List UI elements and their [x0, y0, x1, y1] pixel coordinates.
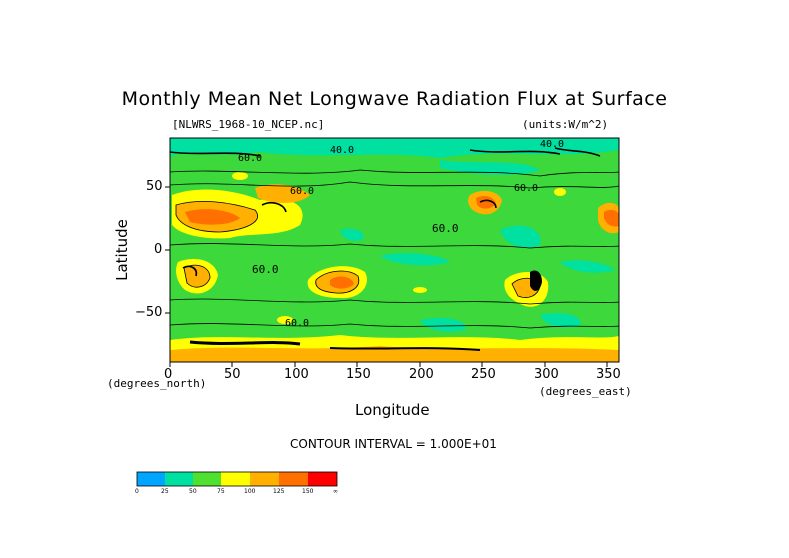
- contour-label: 60.0: [432, 222, 459, 235]
- contour-label: 60.0: [252, 263, 279, 276]
- colorbar: [136, 471, 338, 487]
- y-unit-label: (degrees_north): [107, 377, 207, 390]
- contour-label: 60.0: [290, 186, 315, 197]
- colorbar-tick-label: 125: [273, 488, 285, 495]
- y-tick-label: 0: [154, 242, 163, 257]
- colorbar-tick-label: 150: [302, 488, 314, 495]
- contour-lines: [170, 169, 619, 329]
- x-tick-label: 200: [409, 367, 434, 382]
- y-tick-label: −50: [135, 305, 163, 320]
- map-field: [170, 138, 619, 362]
- file-label: [NLWRS_1968-10_NCEP.nc]: [172, 118, 325, 131]
- x-unit-label: (degrees_east): [539, 385, 632, 398]
- warm-region-africa-core: [185, 209, 240, 225]
- warm-region-australia-core: [330, 276, 354, 289]
- colorbar-tick-label: 50: [189, 488, 197, 495]
- colorbar-swatch: [165, 472, 193, 486]
- warm-region-north-america-core: [476, 196, 496, 209]
- cyan-patch: [440, 160, 540, 175]
- contour-clusters: [170, 147, 601, 277]
- cyan-patch: [500, 225, 541, 248]
- cyan-patch: [560, 260, 615, 273]
- warm-region-asia: [255, 184, 310, 203]
- colorbar-swatch: [308, 472, 337, 486]
- yellow-patch: [554, 188, 566, 196]
- units-label: (units:W/m^2): [522, 118, 609, 131]
- x-tick-label: 350: [596, 367, 621, 382]
- contour-label: 60.0: [238, 153, 263, 164]
- contour-interval-label: CONTOUR INTERVAL = 1.000E+01: [290, 437, 497, 451]
- colorbar-swatch: [250, 472, 279, 486]
- contour-label: 40.0: [540, 139, 565, 150]
- x-axis-title: Longitude: [355, 401, 430, 419]
- colorbar-tick-label: 75: [217, 488, 225, 495]
- colorbar-swatch: [221, 472, 250, 486]
- yellow-patch: [232, 172, 248, 180]
- axis-ticks: [165, 186, 608, 367]
- map-title: Monthly Mean Net Longwave Radiation Flux…: [121, 88, 668, 110]
- x-tick-label: 100: [284, 367, 309, 382]
- yellow-patch: [277, 316, 293, 324]
- antarctic-contour: [189, 340, 301, 346]
- x-tick-label: 150: [346, 367, 371, 382]
- x-tick-label: 300: [534, 367, 559, 382]
- cyan-patch: [540, 313, 581, 328]
- warm-region-edge-core: [604, 209, 619, 227]
- x-tick-label: 50: [224, 367, 241, 382]
- contour-label: 60.0: [285, 318, 310, 329]
- arctic-band: [170, 138, 619, 158]
- x-tick-label: 250: [471, 367, 496, 382]
- colorbar-tick-label: 100: [244, 488, 256, 495]
- y-axis-title: Latitude: [113, 219, 131, 281]
- colorbar-frame: [136, 471, 338, 487]
- y-tick-label: 50: [146, 179, 163, 194]
- cyan-patch: [380, 253, 450, 266]
- contour-label: 60.0: [514, 183, 539, 194]
- cyan-patch: [420, 318, 466, 332]
- antarctic-inner-band: [170, 346, 619, 362]
- colorbar-swatch: [193, 472, 221, 486]
- colorbar-tick-label: 0: [135, 488, 139, 495]
- colorbar-swatch: [279, 472, 308, 486]
- colorbar-tick-label: 25: [161, 488, 169, 495]
- warm-region-south-africa-inner: [184, 265, 210, 288]
- contour-label: 40.0: [330, 145, 355, 156]
- yellow-patch: [413, 287, 427, 293]
- x-tick-label: 0: [164, 367, 173, 382]
- colorbar-tick-label: ∞: [333, 488, 338, 495]
- colorbar-swatch: [137, 472, 165, 486]
- antarctic-contour: [329, 347, 481, 351]
- cyan-patch: [340, 228, 364, 241]
